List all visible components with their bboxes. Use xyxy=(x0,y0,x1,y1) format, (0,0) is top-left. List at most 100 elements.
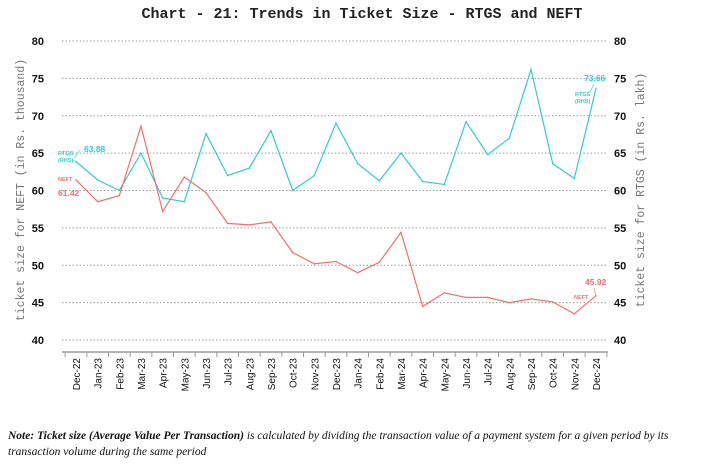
neft-point xyxy=(291,251,294,254)
footnote: Note: Ticket size (Average Value Per Tra… xyxy=(8,428,720,460)
rtgs-end-value-label: 73.66 xyxy=(584,73,606,83)
neft-point xyxy=(573,313,576,315)
rtgs-point xyxy=(183,200,186,203)
neft-point xyxy=(421,305,424,308)
rtgs-point xyxy=(270,129,272,132)
footnote-text: is calculated by dividing the transactio… xyxy=(8,430,669,458)
x-tick-label: Jul-23 xyxy=(224,358,235,386)
neft-point xyxy=(465,296,467,299)
x-tick-label: Oct-24 xyxy=(549,358,560,388)
neft-point xyxy=(530,298,532,300)
rtgs-start-value-label: 63.88 xyxy=(84,144,106,154)
neft-start-value-label: 61.42 xyxy=(58,188,80,198)
neft-point xyxy=(248,224,251,226)
x-tick-label: Mar-24 xyxy=(397,358,408,390)
x-tick-label: Sep-23 xyxy=(267,358,278,391)
y-tick-label-right: 50 xyxy=(614,260,626,272)
x-tick-label: Oct-23 xyxy=(289,358,300,388)
x-tick-label: Apr-23 xyxy=(159,358,170,388)
neft-end-value-label: 45.92 xyxy=(585,277,607,287)
line-chart: 40 45 50 55 60 65 70 75 80 40 45 50 55 60 65 70 75 80 De… xyxy=(15,36,648,392)
x-tick-label: Jul-24 xyxy=(484,358,495,386)
neft-point xyxy=(205,191,207,194)
neft-point xyxy=(313,262,316,265)
neft-point xyxy=(400,231,402,234)
rtgs-series-label: RTGS xyxy=(575,92,591,98)
x-tick-label: Mar-23 xyxy=(137,358,148,390)
rtgs-point xyxy=(400,152,402,154)
rtgs-point xyxy=(486,153,489,156)
x-tick-label: Aug-23 xyxy=(245,358,256,391)
rtgs-point xyxy=(205,132,207,135)
data-labels: 63.88RTGS(RHS)NEFT61.4273.66RTGS(RHS)45.… xyxy=(58,73,607,301)
y-tick-label-left: 55 xyxy=(32,223,44,235)
y-tick-label-left: 50 xyxy=(32,260,44,272)
neft-point xyxy=(75,179,77,181)
x-tick-label: May-23 xyxy=(180,358,191,392)
footnote-bold: Note: Ticket size (Average Value Per Tra… xyxy=(8,430,244,442)
y-tick-label-left: 60 xyxy=(32,186,44,198)
y-tick-label-left: 45 xyxy=(32,298,44,310)
x-tick-label: Dec-23 xyxy=(332,358,343,391)
rtgs-point xyxy=(551,162,554,165)
neft-series-label: NEFT xyxy=(574,295,589,301)
chart-title: Chart - 21: Trends in Ticket Size - RTGS… xyxy=(141,6,583,23)
neft-point xyxy=(335,260,337,263)
rtgs-series-label: (RHS) xyxy=(58,158,73,164)
neft-point xyxy=(270,221,272,223)
y-tick-label-right: 45 xyxy=(614,298,626,310)
x-axis-ticks: Dec-22 Jan-23 Feb-23 Mar-23 Apr-23 May-23 Jun-… xyxy=(64,352,608,392)
rtgs-point xyxy=(443,183,446,186)
rtgs-point xyxy=(313,174,316,177)
rtgs-line xyxy=(75,67,597,203)
x-tick-label: Feb-23 xyxy=(115,358,126,390)
rtgs-point xyxy=(530,68,532,71)
y-tick-label-left: 40 xyxy=(32,335,44,347)
x-tick-label: Sep-24 xyxy=(527,358,538,391)
y-tick-label-left: 80 xyxy=(32,36,44,48)
y-tick-label-left: 75 xyxy=(32,73,44,85)
y-tick-label-right: 55 xyxy=(614,223,626,235)
series-lines xyxy=(75,67,597,315)
rtgs-point xyxy=(378,179,381,182)
rtgs-point xyxy=(226,174,229,177)
y-tick-label-right: 80 xyxy=(614,36,626,48)
rtgs-series-label: (RHS) xyxy=(575,99,590,105)
y-tick-label-right: 65 xyxy=(614,148,626,160)
rtgs-label-leader xyxy=(71,159,77,162)
rtgs-series-label: RTGS xyxy=(58,151,74,157)
neft-point xyxy=(96,200,99,203)
rtgs-label-leader xyxy=(589,83,595,93)
neft-point xyxy=(378,261,381,264)
neft-point xyxy=(486,296,489,299)
x-tick-label: Dec-24 xyxy=(592,358,603,391)
y-tick-label-right: 40 xyxy=(614,335,626,347)
neft-point xyxy=(551,301,554,303)
y-tick-label-right: 70 xyxy=(614,111,626,123)
rtgs-point xyxy=(118,189,121,192)
x-tick-label: Apr-24 xyxy=(419,358,430,388)
rtgs-point xyxy=(465,120,467,123)
neft-point xyxy=(183,176,186,178)
rtgs-point xyxy=(356,162,359,165)
y-axis-left: 40 45 50 55 60 65 70 75 80 xyxy=(32,36,44,347)
neft-point xyxy=(443,292,446,294)
neft-point xyxy=(356,271,359,274)
neft-point xyxy=(161,210,164,213)
rtgs-point xyxy=(291,189,294,192)
x-tick-label: Nov-24 xyxy=(570,358,581,391)
y-tick-label-left: 65 xyxy=(32,148,44,160)
x-tick-label: Jun-23 xyxy=(202,358,213,389)
neft-series-label: NEFT xyxy=(58,177,73,183)
y-axis-left-label: ticket size for NEFT (in Rs. thousand) xyxy=(15,59,28,321)
neft-point xyxy=(508,301,511,304)
x-tick-label: Dec-22 xyxy=(72,358,83,391)
rtgs-point xyxy=(96,179,99,181)
rtgs-point xyxy=(508,137,511,139)
rtgs-point xyxy=(161,197,164,199)
neft-line xyxy=(75,123,597,315)
rtgs-point xyxy=(335,122,337,125)
rtgs-label-leader xyxy=(73,149,81,159)
x-tick-label: May-24 xyxy=(440,358,451,392)
x-tick-label: Feb-24 xyxy=(375,358,386,390)
